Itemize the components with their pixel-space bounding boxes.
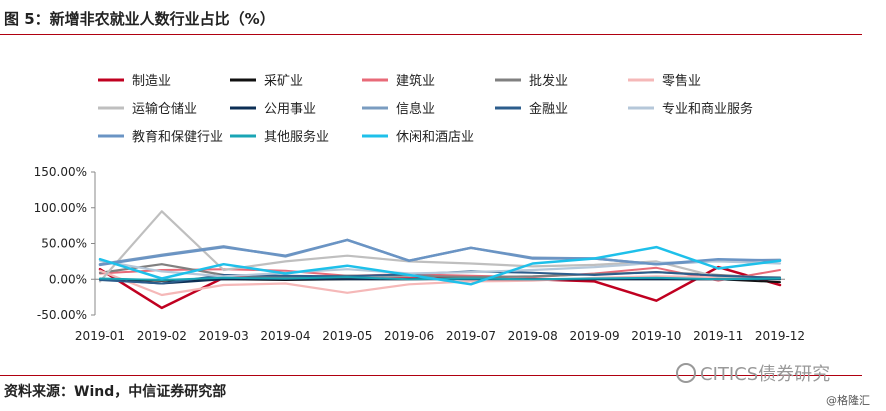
x-tick-label: 2019-09 — [569, 329, 619, 343]
series-line — [98, 245, 782, 286]
x-tick-label: 2019-01 — [75, 329, 125, 343]
x-tick-label: 2019-06 — [384, 329, 434, 343]
legend-label: 金融业 — [529, 101, 568, 117]
x-tick-label: 2019-08 — [508, 329, 558, 343]
legend-label: 公用事业 — [264, 102, 316, 117]
watermark-text: CITICS债券研究 — [700, 364, 831, 385]
x-tick-label: 2019-03 — [199, 329, 249, 343]
watermark-citics: CITICS债券研究 — [676, 360, 830, 386]
legend-label: 运输仓储业 — [132, 101, 197, 117]
bottom-divider — [0, 375, 862, 376]
x-tick-label: 2019-07 — [446, 329, 496, 343]
legend-label: 专业和商业服务 — [662, 101, 753, 117]
legend-label: 其他服务业 — [264, 129, 329, 145]
series-line — [98, 238, 782, 266]
figure-title: 图 5：新增非农就业人数行业占比（%） — [4, 10, 275, 28]
legend-label: 采矿业 — [264, 74, 303, 89]
x-tick-label: 2019-11 — [693, 329, 743, 343]
y-tick-label: 150.00% — [34, 165, 87, 179]
y-tick-label: 0.00% — [49, 272, 87, 286]
legend-label: 零售业 — [662, 73, 701, 89]
x-tick-label: 2019-05 — [322, 329, 372, 343]
y-tick-label: 100.00% — [34, 201, 87, 215]
legend-label: 休闲和酒店业 — [396, 130, 474, 145]
chart-series — [98, 210, 782, 310]
y-tick-label: 50.00% — [41, 237, 87, 251]
top-divider — [0, 34, 862, 35]
legend-label: 批发业 — [529, 73, 568, 89]
x-tick-label: 2019-04 — [260, 329, 310, 343]
chart-axes: 150.00% 100.00% 50.00% 0.00% -50.00% 2019-01 2… — [34, 165, 805, 343]
x-tick-label: 2019-02 — [137, 329, 187, 343]
source-note: 资料来源：Wind，中信证券研究部 — [4, 384, 227, 400]
legend-label: 教育和保健行业 — [132, 129, 223, 145]
series-line — [98, 238, 782, 267]
series-line — [99, 266, 781, 282]
series-line — [98, 269, 782, 297]
legend-label: 建筑业 — [396, 73, 435, 89]
wechat-icon — [676, 363, 696, 383]
legend-label: 信息业 — [396, 101, 435, 117]
legend-label: 制造业 — [132, 74, 171, 89]
watermark-gelonghui: @格隆汇 — [826, 394, 870, 407]
y-tick-label: -50.00% — [37, 308, 87, 322]
x-tick-label: 2019-10 — [631, 329, 681, 343]
x-tick-label: 2019-12 — [755, 329, 805, 343]
